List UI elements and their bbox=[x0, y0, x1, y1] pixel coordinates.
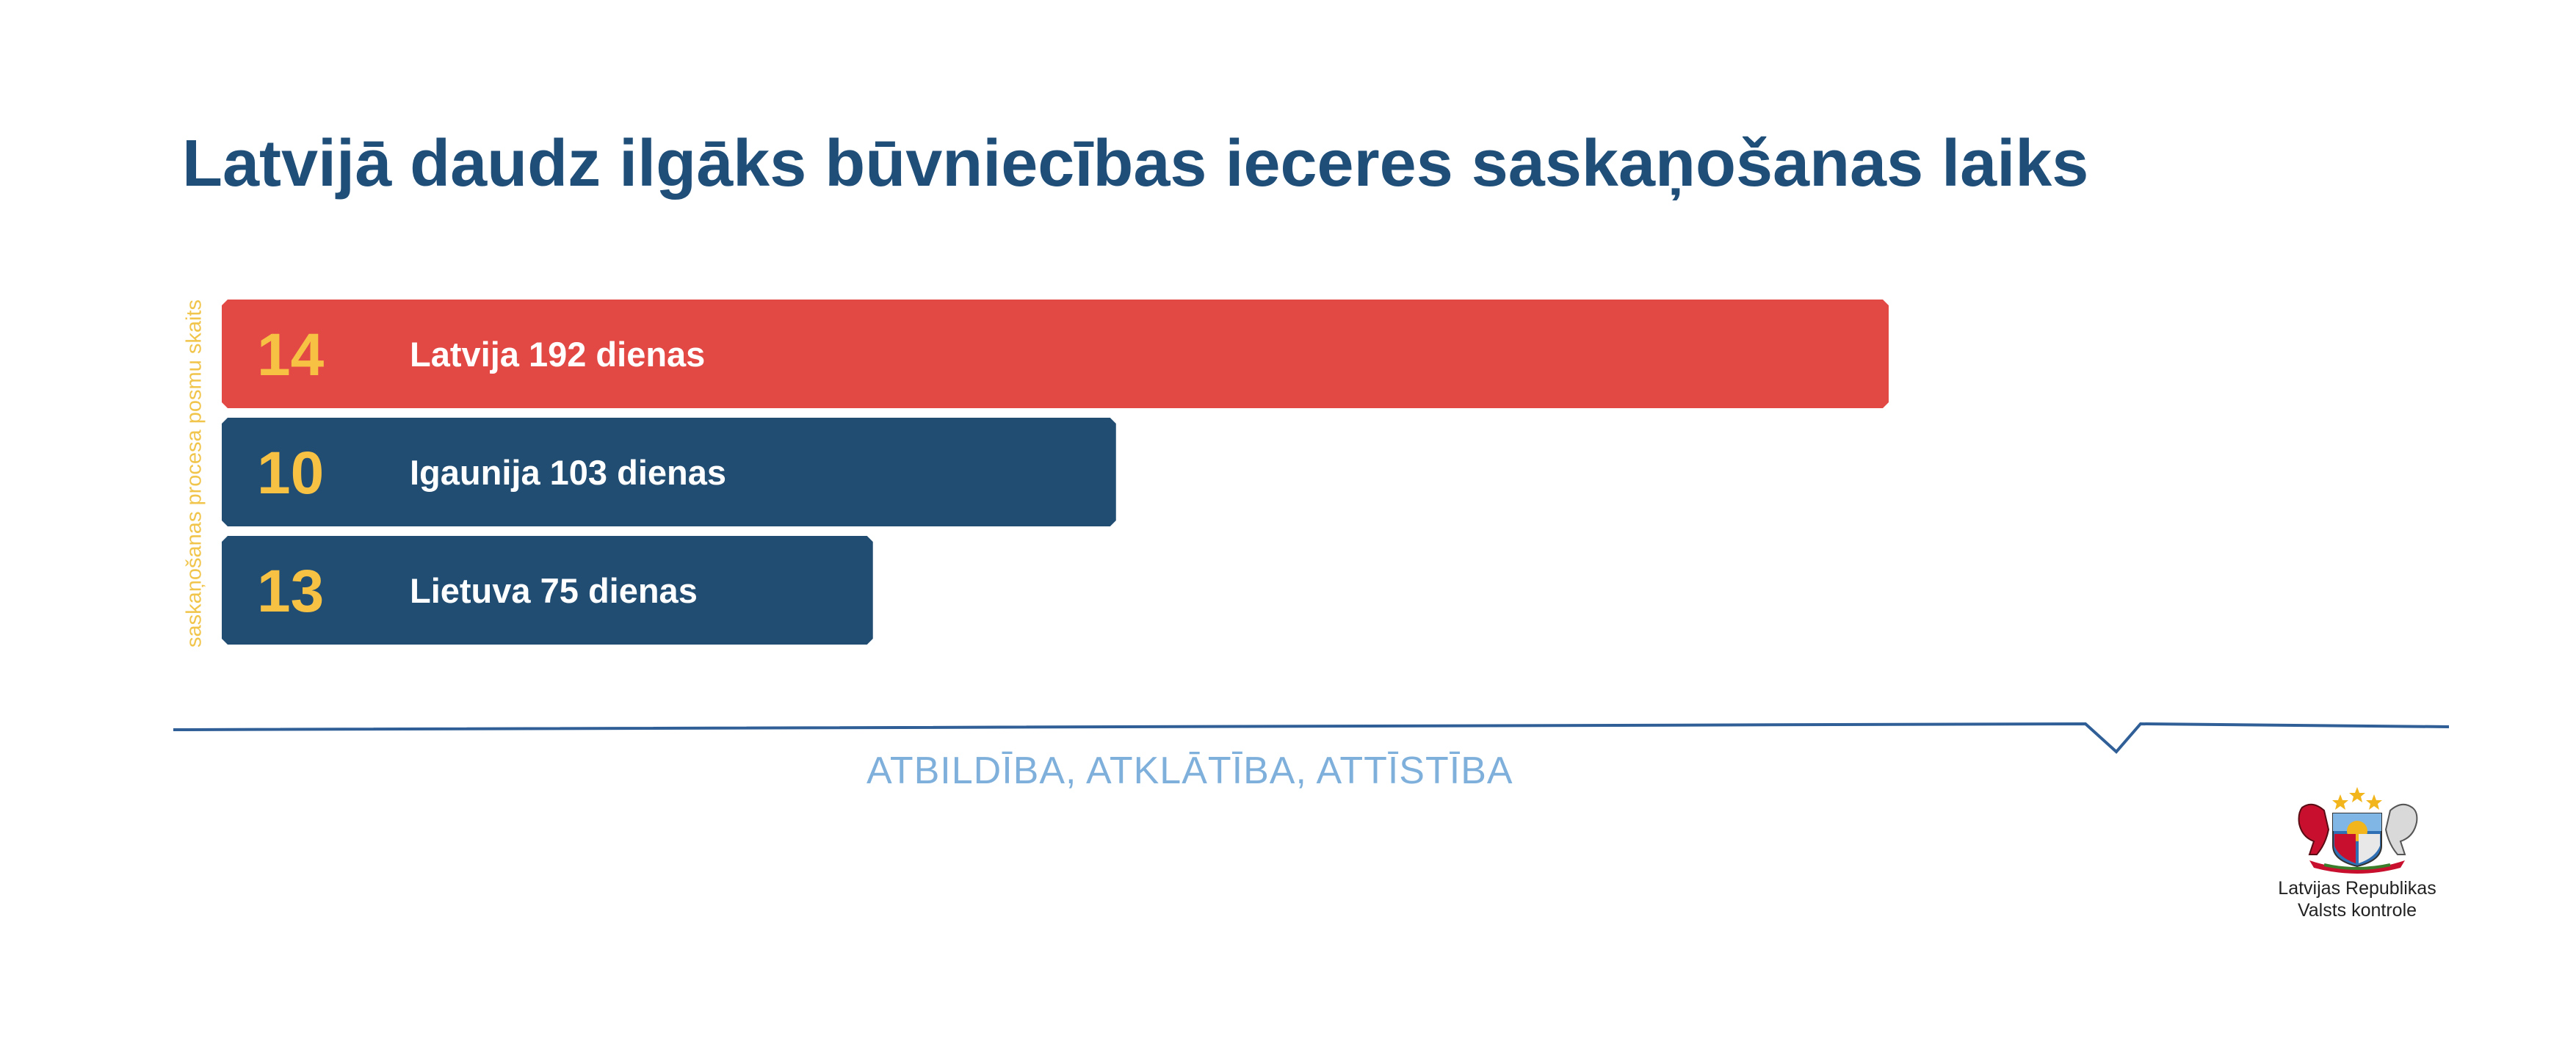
org-name-line2: Valsts kontrole bbox=[2297, 900, 2417, 921]
bar-group-lietuva: 13 Lietuva 75 dienas bbox=[222, 536, 873, 645]
coat-of-arms-icon bbox=[2298, 787, 2418, 874]
motto: ATBILDĪBA, ATKLĀTĪBA, ATTĪSTĪBA bbox=[866, 750, 1513, 792]
bar-label-latvija: Latvija 192 dienas bbox=[410, 335, 705, 374]
bar-igaunija bbox=[222, 418, 1116, 526]
stage-count-latvija: 14 bbox=[257, 322, 325, 388]
organization-logo: Latvijas Republikas Valsts kontrole bbox=[2240, 778, 2475, 921]
bar-group-igaunija: 10 Igaunija 103 dienas bbox=[222, 418, 1116, 526]
bar-group-latvija: 14 Latvija 192 dienas bbox=[222, 300, 1889, 408]
bar-lietuva bbox=[222, 536, 873, 645]
stage-count-igaunija: 10 bbox=[257, 440, 324, 507]
bar-label-lietuva: Lietuva 75 dienas bbox=[410, 571, 698, 610]
stage-count-lietuva: 13 bbox=[257, 558, 324, 625]
bar-latvija bbox=[222, 300, 1889, 408]
chart-title: Latvijā daudz ilgāks būvniecības ieceres… bbox=[182, 127, 2089, 200]
org-name-line1: Latvijas Republikas bbox=[2278, 878, 2436, 899]
bar-label-igaunija: Igaunija 103 dienas bbox=[410, 453, 726, 492]
